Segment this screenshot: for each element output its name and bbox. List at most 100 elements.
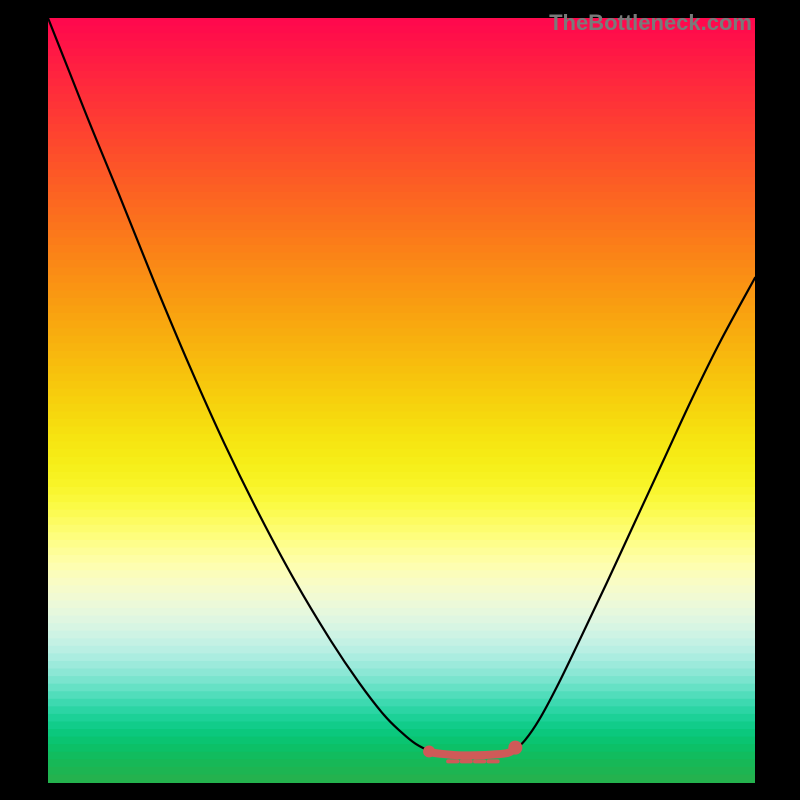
gradient-band <box>48 555 755 564</box>
gradient-band <box>48 434 755 443</box>
gradient-band <box>48 381 755 390</box>
gradient-band <box>48 351 755 360</box>
gradient-band <box>48 752 755 761</box>
gradient-band <box>48 464 755 473</box>
gradient-band <box>48 200 755 209</box>
gradient-band <box>48 343 755 352</box>
gradient-band <box>48 131 755 140</box>
gradient-band <box>48 563 755 572</box>
gradient-band <box>48 495 755 504</box>
gradient-band <box>48 252 755 261</box>
gradient-band <box>48 41 755 50</box>
gradient-band <box>48 245 755 254</box>
gradient-band <box>48 177 755 186</box>
gradient-band <box>48 472 755 481</box>
gradient-band <box>48 56 755 65</box>
bottleneck-chart: TheBottleneck.com <box>0 0 800 800</box>
gradient-band <box>48 532 755 541</box>
gradient-band <box>48 608 755 617</box>
gradient-band <box>48 548 755 557</box>
gradient-band <box>48 517 755 526</box>
gradient-band <box>48 502 755 511</box>
gradient-band <box>48 457 755 466</box>
watermark-text: TheBottleneck.com <box>549 10 752 35</box>
gradient-band <box>48 449 755 458</box>
gradient-band <box>48 169 755 178</box>
gradient-band <box>48 623 755 632</box>
gradient-band <box>48 585 755 594</box>
gradient-band <box>48 442 755 451</box>
gradient-band <box>48 540 755 549</box>
plot-area <box>48 18 755 783</box>
gradient-band <box>48 646 755 655</box>
gradient-band <box>48 63 755 72</box>
gradient-band <box>48 48 755 57</box>
gradient-band <box>48 653 755 662</box>
gradient-band <box>48 215 755 224</box>
gradient-band <box>48 192 755 201</box>
gradient-band <box>48 426 755 435</box>
gradient-band <box>48 101 755 110</box>
gradient-band <box>48 684 755 693</box>
gradient-band <box>48 313 755 322</box>
gradient-band <box>48 396 755 405</box>
gradient-band <box>48 638 755 647</box>
gradient-band <box>48 774 755 783</box>
gradient-band <box>48 147 755 156</box>
gradient-bands <box>48 18 755 783</box>
gradient-band <box>48 570 755 579</box>
gradient-band <box>48 600 755 609</box>
gradient-band <box>48 94 755 103</box>
gradient-band <box>48 699 755 708</box>
gradient-band <box>48 479 755 488</box>
gradient-band <box>48 525 755 534</box>
gradient-band <box>48 79 755 88</box>
gradient-band <box>48 290 755 299</box>
highlight-dot <box>423 745 435 757</box>
gradient-band <box>48 669 755 678</box>
gradient-band <box>48 366 755 375</box>
gradient-band <box>48 759 755 768</box>
gradient-band <box>48 162 755 171</box>
gradient-band <box>48 321 755 330</box>
gradient-band <box>48 237 755 246</box>
gradient-band <box>48 124 755 133</box>
gradient-band <box>48 419 755 428</box>
gradient-band <box>48 411 755 420</box>
gradient-band <box>48 631 755 640</box>
gradient-band <box>48 358 755 367</box>
highlight-dot <box>508 741 522 755</box>
gradient-band <box>48 404 755 413</box>
gradient-band <box>48 691 755 700</box>
gradient-band <box>48 260 755 269</box>
gradient-band <box>48 616 755 625</box>
gradient-band <box>48 305 755 314</box>
gradient-band <box>48 222 755 231</box>
gradient-band <box>48 661 755 670</box>
gradient-band <box>48 86 755 95</box>
gradient-band <box>48 154 755 163</box>
gradient-band <box>48 328 755 337</box>
gradient-band <box>48 389 755 398</box>
gradient-band <box>48 109 755 118</box>
gradient-band <box>48 116 755 125</box>
gradient-band <box>48 578 755 587</box>
gradient-band <box>48 268 755 277</box>
gradient-band <box>48 510 755 519</box>
gradient-band <box>48 676 755 685</box>
gradient-band <box>48 207 755 216</box>
gradient-band <box>48 139 755 148</box>
gradient-band <box>48 374 755 383</box>
gradient-band <box>48 336 755 345</box>
gradient-band <box>48 230 755 239</box>
gradient-band <box>48 71 755 80</box>
gradient-band <box>48 737 755 746</box>
gradient-band <box>48 714 755 723</box>
gradient-band <box>48 593 755 602</box>
gradient-band <box>48 767 755 776</box>
gradient-band <box>48 298 755 307</box>
gradient-band <box>48 721 755 730</box>
gradient-band <box>48 706 755 715</box>
gradient-band <box>48 744 755 753</box>
gradient-band <box>48 184 755 193</box>
